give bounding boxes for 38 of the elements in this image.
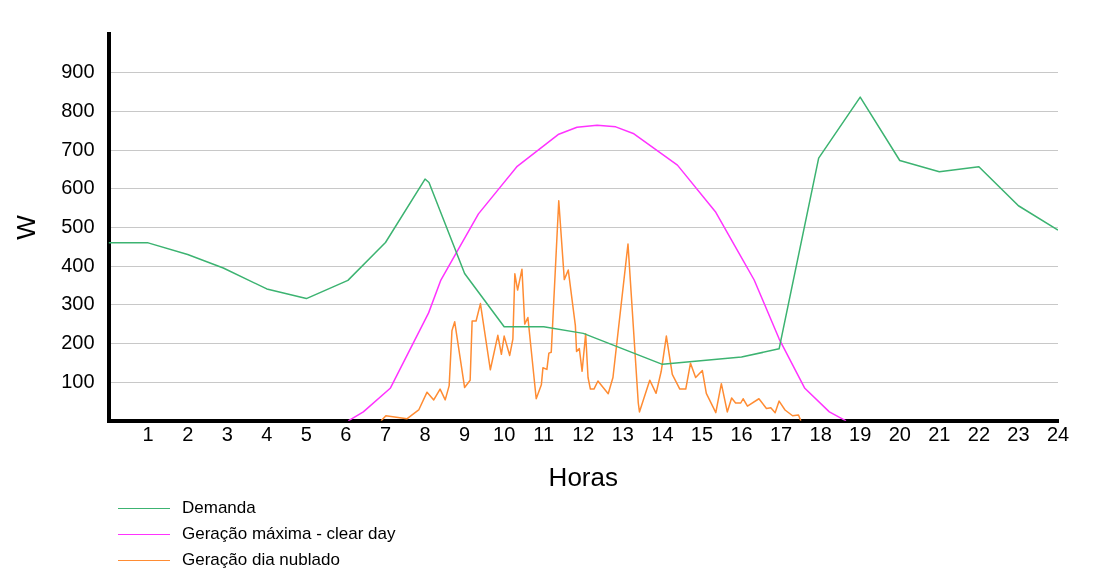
x-tick-label: 19 [849,423,872,446]
x-tick-label: 15 [690,423,714,446]
x-tick-label: 18 [809,423,832,446]
x-tick-label: 13 [611,423,634,446]
x-tick-label: 21 [928,423,951,446]
x-tick-label: 5 [300,423,312,446]
x-tick-label: 22 [967,423,991,446]
x-tick-label: 17 [769,423,793,446]
y-axis-title: W [10,214,41,240]
x-tick-label: 12 [572,423,595,446]
legend-label: Geração dia nublado [182,550,340,570]
x-tick-label: 16 [730,423,753,446]
x-tick-label: 7 [379,423,392,446]
x-tick-label: 2 [182,423,194,446]
y-tick-label: 700 [61,137,95,160]
x-tick-label: 14 [651,423,674,446]
x-tick-label: 9 [459,423,471,446]
legend-label: Demanda [182,498,256,518]
y-tick-label: 200 [61,330,95,353]
x-tick-label: 1 [142,423,154,446]
y-tick-label: 100 [61,369,95,392]
x-tick-label: 4 [261,423,273,446]
y-tick-label: 400 [61,253,95,276]
x-tick-label: 6 [340,423,352,446]
x-tick-label: 20 [888,423,911,446]
x-tick-label: 24 [1046,423,1070,446]
y-tick-label: 600 [61,176,95,199]
x-tick-label: 11 [533,423,555,446]
y-tick-label: 300 [61,292,95,315]
x-axis-title: Horas [548,461,618,492]
legend-label: Geração máxima - clear day [182,524,396,544]
y-tick-label: 500 [61,214,95,237]
y-tick-label: 900 [61,60,95,83]
x-tick-label: 3 [221,423,233,446]
x-tick-label: 23 [1007,423,1030,446]
x-tick-label: 10 [493,423,516,446]
y-tick-label: 800 [61,98,95,121]
x-tick-label: 8 [419,423,431,446]
